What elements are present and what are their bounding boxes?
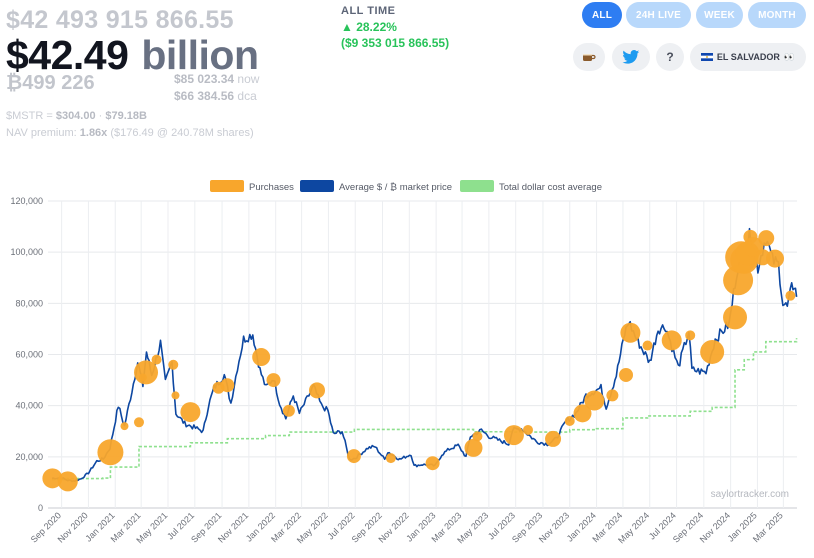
timeframe-month-button[interactable]: MONTH [748, 2, 806, 28]
purchase-bubble [57, 471, 78, 492]
nav-detail: ($176.49 @ 240.78M shares) [110, 127, 254, 139]
coffee-button[interactable] [573, 43, 605, 71]
purchase-bubble [685, 330, 696, 341]
eyes-emoji-icon: 👀 [783, 51, 796, 62]
timeframe-week-button[interactable]: WEEK [696, 2, 743, 28]
purchase-bubble [282, 404, 295, 417]
total-value-usd: $42 493 915 866.55 [6, 6, 234, 34]
chart-grid [48, 200, 797, 509]
price-now: $85 023.34 now [174, 72, 259, 86]
dca-step-line [51, 338, 798, 481]
purchase-bubble [171, 391, 180, 400]
purchase-bubble [120, 422, 129, 431]
purchase-bubble [425, 456, 440, 471]
price-now-value: $85 023.34 [174, 72, 235, 86]
btc-holdings: ₿499 226 [6, 72, 95, 94]
purchase-bubble [252, 348, 271, 367]
y-axis-ticks: 0 20,000 40,000 60,000 80,000 100,000 120,000 [10, 196, 43, 513]
watermark: saylortracker.com [711, 489, 789, 500]
price-series [51, 227, 798, 483]
purchase-bubble [564, 416, 575, 427]
price-line [51, 227, 798, 483]
legend-swatch-purchases [210, 180, 244, 192]
mstr-market-cap: $79.18B [105, 110, 147, 122]
purchase-bubble [472, 431, 483, 442]
price-dca: $66 384.56 dca [174, 89, 257, 103]
purchase-bubble [606, 389, 619, 402]
purchase-bubble [620, 322, 641, 343]
alltime-percent: ▲ 28.22% [341, 20, 397, 34]
twitter-button[interactable] [612, 43, 650, 71]
purchase-bubble [723, 305, 748, 330]
purchase-bubble [573, 404, 592, 423]
mstr-price: $304.00 [55, 110, 96, 122]
headline-amount: $42.49 [6, 32, 129, 78]
y-tick-label: 100,000 [10, 247, 43, 257]
headline-unit: billion [141, 32, 259, 78]
headline-value: $42.49 billion [6, 32, 259, 79]
y-tick-label: 120,000 [10, 196, 43, 206]
y-tick-label: 40,000 [15, 401, 43, 411]
legend-label-dca: Total dollar cost average [499, 182, 602, 193]
purchase-bubble [766, 249, 785, 268]
purchase-bubble [503, 425, 524, 446]
y-tick-label: 80,000 [15, 298, 43, 308]
legend-swatch-dca [460, 180, 494, 192]
dca-series [51, 338, 798, 481]
purchase-bubble [758, 230, 775, 247]
purchase-bubble [785, 290, 796, 301]
y-tick-label: 20,000 [15, 452, 43, 462]
mstr-line: $MSTR = $304.00 · $79.18B [6, 110, 147, 122]
purchase-bubble [220, 378, 235, 393]
nav-prefix: NAV premium: [6, 127, 77, 139]
legend-label-price: Average $ / ₿ market price [339, 182, 452, 193]
nav-multiple: 1.86x [79, 127, 108, 139]
purchase-bubble [134, 360, 159, 385]
purchase-bubble [545, 430, 562, 447]
y-tick-label: 60,000 [15, 350, 43, 360]
purchase-bubble [346, 449, 361, 464]
purchase-bubble [133, 417, 144, 428]
nav-premium-line: NAV premium: 1.86x ($176.49 @ 240.78M sh… [6, 127, 254, 139]
chart-legend: Purchases Average $ / ₿ market price Tot… [210, 180, 602, 193]
purchase-bubble [309, 382, 326, 399]
price-dca-value: $66 384.56 [174, 89, 235, 103]
country-label: EL SALVADOR [716, 52, 780, 62]
y-tick-label: 0 [38, 503, 43, 513]
legend-label-purchases: Purchases [249, 182, 294, 193]
purchase-bubble [584, 390, 605, 411]
price-now-label: now [237, 72, 260, 86]
purchase-bubble [619, 367, 634, 382]
purchase-bubble [385, 453, 396, 464]
alltime-usd: ($9 353 015 866.55) [341, 36, 450, 50]
legend-swatch-price [300, 180, 334, 192]
purchase-bubble [700, 339, 725, 364]
purchase-bubble [42, 468, 63, 489]
purchase-bubble [168, 359, 179, 370]
purchase-bubble [151, 354, 162, 365]
alltime-label: ALL TIME [341, 5, 396, 17]
el-salvador-flag-icon [700, 53, 713, 61]
help-button[interactable]: ? [656, 43, 684, 71]
purchase-bubble [464, 438, 483, 457]
country-selector-button[interactable]: EL SALVADOR 👀 [690, 43, 806, 71]
timeframe-24h-button[interactable]: 24H LIVE [626, 2, 691, 28]
purchases-series [42, 229, 796, 492]
twitter-bird-icon [622, 49, 640, 64]
purchase-bubble [661, 330, 682, 351]
mstr-prefix: $MSTR = [6, 110, 53, 122]
price-dca-label: dca [237, 89, 257, 103]
coffee-icon [583, 54, 596, 61]
timeframe-all-button[interactable]: ALL [582, 2, 622, 28]
purchase-bubble [522, 424, 533, 435]
purchase-bubble [266, 373, 281, 388]
chart: Purchases Average $ / ₿ market price Tot… [10, 180, 798, 545]
purchase-bubble [97, 439, 124, 466]
mstr-separator: · [98, 110, 103, 122]
purchase-bubble [642, 340, 653, 351]
purchase-bubble [180, 402, 201, 423]
